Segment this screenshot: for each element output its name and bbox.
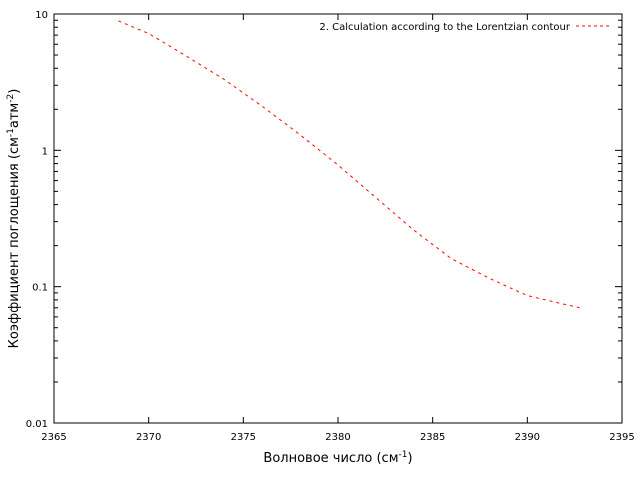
x-axis-title-end: ) bbox=[407, 451, 412, 466]
x-tick-label: 2365 bbox=[41, 432, 66, 443]
y-tick-label: 10 bbox=[35, 10, 48, 21]
x-tick-label: 2380 bbox=[325, 432, 350, 443]
y-axis-ticks: 0.01 0.1 1 10 bbox=[26, 10, 622, 430]
x-axis-title: Волновое число (см-1) bbox=[263, 450, 412, 466]
y-tick-label: 0.1 bbox=[32, 283, 48, 294]
x-axis-title-text: Волновое число (см bbox=[263, 451, 398, 466]
y-axis-title-sup-2: -2 bbox=[6, 94, 16, 103]
legend-label: 2. Calculation according to the Lorentzi… bbox=[319, 22, 570, 33]
x-axis-title-sup: -1 bbox=[399, 450, 408, 460]
plot-frame bbox=[53, 13, 623, 424]
y-axis-title-part-3: ) bbox=[7, 89, 22, 94]
series-layer bbox=[118, 20, 581, 309]
y-tick-label: 0.01 bbox=[26, 419, 48, 430]
x-tick-label: 2390 bbox=[515, 432, 540, 443]
y-axis-title-part-1: Коэффициент поглощения (см bbox=[7, 137, 22, 348]
x-tick-label: 2395 bbox=[609, 432, 634, 443]
y-tick-label: 1 bbox=[42, 146, 48, 157]
series-line bbox=[118, 20, 581, 309]
x-axis-ticks: 2365 2370 2375 2380 2385 2390 2395 bbox=[41, 14, 635, 443]
y-axis-title-sup-1: -1 bbox=[6, 128, 16, 137]
x-tick-label: 2385 bbox=[420, 432, 445, 443]
legend: 2. Calculation according to the Lorentzi… bbox=[319, 22, 612, 33]
y-axis-title: Коэффициент поглощения (см-1атм-2) bbox=[6, 89, 22, 349]
x-tick-label: 2375 bbox=[231, 432, 256, 443]
y-axis-title-part-2: атм bbox=[7, 103, 22, 128]
x-tick-label: 2370 bbox=[136, 432, 161, 443]
